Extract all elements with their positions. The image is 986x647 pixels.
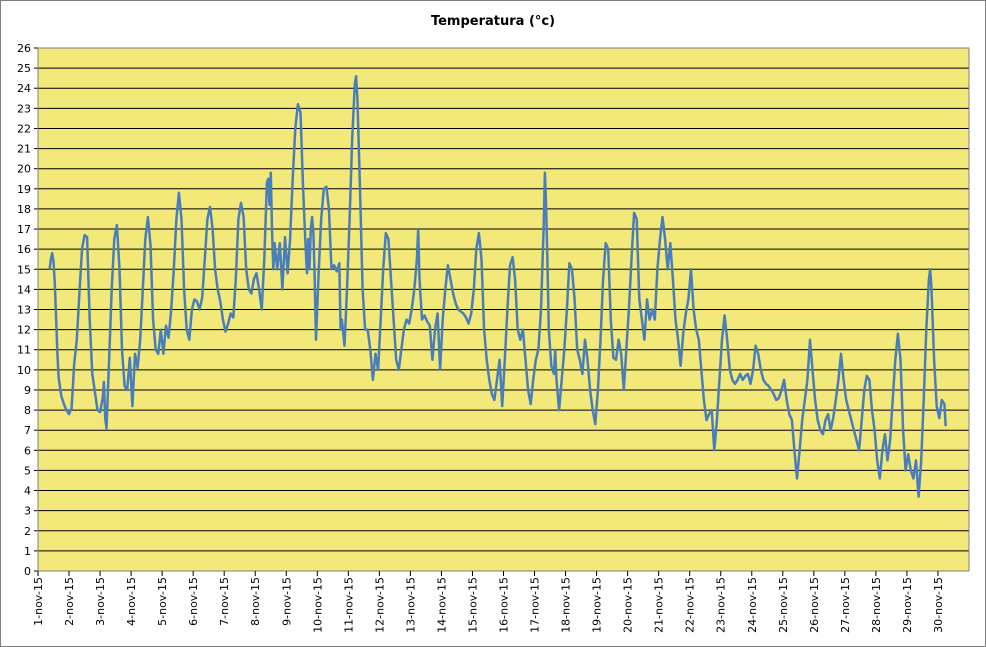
y-tick-label: 4 [24, 485, 31, 498]
x-tick-label: 1-nov-15 [32, 577, 45, 626]
x-tick-label: 23-nov-15 [715, 577, 728, 633]
x-tick-label: 21-nov-15 [653, 577, 666, 633]
y-tick-label: 17 [17, 223, 31, 236]
x-tick-label: 7-nov-15 [218, 577, 231, 626]
y-tick-label: 9 [24, 384, 31, 397]
y-tick-label: 0 [24, 565, 31, 578]
x-tick-label: 5-nov-15 [156, 577, 169, 626]
y-tick-label: 26 [17, 42, 31, 55]
x-tick-label: 4-nov-15 [125, 577, 138, 626]
x-tick-label: 15-nov-15 [466, 577, 479, 633]
y-tick-label: 24 [17, 82, 31, 95]
x-tick-label: 3-nov-15 [94, 577, 107, 626]
x-tick-label: 26-nov-15 [808, 577, 821, 633]
y-tick-label: 12 [17, 324, 31, 337]
y-tick-label: 22 [17, 122, 31, 135]
y-tick-label: 18 [17, 203, 31, 216]
x-tick-label: 18-nov-15 [560, 577, 573, 633]
y-tick-label: 5 [24, 464, 31, 477]
x-tick-label: 10-nov-15 [311, 577, 324, 633]
x-tick-label: 24-nov-15 [746, 577, 759, 633]
y-tick-label: 23 [17, 102, 31, 115]
x-tick-label: 19-nov-15 [591, 577, 604, 633]
y-tick-label: 7 [24, 424, 31, 437]
y-tick-label: 19 [17, 183, 31, 196]
x-tick-label: 28-nov-15 [870, 577, 883, 633]
x-tick-label: 20-nov-15 [622, 577, 635, 633]
x-tick-label: 30-nov-15 [932, 577, 945, 633]
y-tick-label: 14 [17, 283, 31, 296]
y-tick-label: 3 [24, 505, 31, 518]
y-tick-label: 16 [17, 243, 31, 256]
y-tick-label: 20 [17, 163, 31, 176]
x-tick-label: 16-nov-15 [498, 577, 511, 633]
x-tick-label: 22-nov-15 [684, 577, 697, 633]
y-tick-label: 25 [17, 62, 31, 75]
x-tick-label: 13-nov-15 [404, 577, 417, 633]
series-line-0 [48, 74, 947, 498]
x-tick-label: 17-nov-15 [529, 577, 542, 633]
y-tick-label: 2 [24, 525, 31, 538]
y-tick-label: 15 [17, 263, 31, 276]
x-tick-label: 14-nov-15 [435, 577, 448, 633]
x-tick-label: 27-nov-15 [839, 577, 852, 633]
x-tick-label: 6-nov-15 [187, 577, 200, 626]
y-tick-label: 13 [17, 304, 31, 317]
y-tick-label: 1 [24, 545, 31, 558]
chart-title: Temperatura (°c) [430, 14, 556, 29]
y-tick-label: 10 [17, 364, 31, 377]
x-tick-label: 9-nov-15 [280, 577, 293, 626]
x-tick-label: 11-nov-15 [342, 577, 355, 633]
y-tick-label: 6 [24, 444, 31, 457]
y-tick-label: 11 [17, 344, 31, 357]
y-tick-label: 21 [17, 143, 31, 156]
x-tick-label: 2-nov-15 [63, 577, 76, 626]
x-tick-label: 29-nov-15 [901, 577, 914, 633]
x-tick-label: 25-nov-15 [777, 577, 790, 633]
x-tick-label: 8-nov-15 [249, 577, 262, 626]
x-tick-label: 12-nov-15 [373, 577, 386, 633]
y-tick-label: 8 [24, 404, 31, 417]
